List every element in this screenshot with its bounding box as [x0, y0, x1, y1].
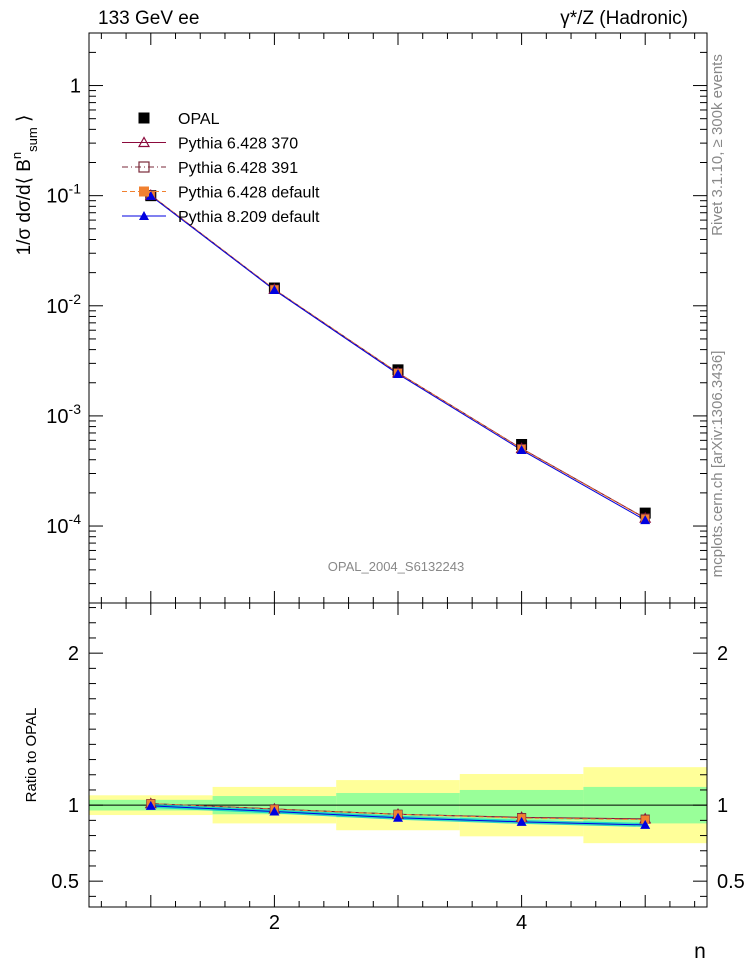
chart-annotations: OPAL_2004_S6132243 Rivet 3.1.10, ≥ 300k e…: [328, 54, 726, 577]
ratio-point: [640, 819, 651, 829]
rivet-label: Rivet 3.1.10, ≥ 300k events: [709, 54, 726, 236]
ratio-y-tick-label: 2: [68, 643, 79, 665]
x-tick-label: 2: [269, 912, 280, 934]
ratio-y-tick-label-right: 1: [717, 795, 728, 817]
ratio-y-tick-label-right: 0.5: [717, 871, 745, 893]
ratio-point: [641, 815, 650, 824]
ratio-y-axis-label: Ratio to OPAL: [23, 708, 40, 803]
data-point: [516, 445, 527, 455]
header-right: γ*/Z (Hadronic): [560, 8, 688, 29]
legend-marker: [138, 161, 150, 173]
legend-label: Pythia 6.428 391: [178, 160, 298, 177]
ratio-point: [393, 812, 403, 822]
header-left: 133 GeV ee: [98, 8, 200, 29]
data-point: [393, 369, 403, 379]
ratio-point: [269, 806, 280, 816]
legend-label: Pythia 6.428 default: [178, 185, 320, 202]
legend-marker: [137, 136, 151, 148]
mcplots-label: mcplots.cern.ch [arXiv:1306.3436]: [709, 351, 726, 578]
x-axis-label: n: [694, 940, 706, 963]
y-tick-label: 10-3: [46, 401, 81, 428]
legend-marker: [138, 112, 150, 124]
ratio-point: [516, 816, 527, 826]
ratio-frame: [88, 602, 708, 908]
y-tick-label: 10-1: [46, 181, 81, 208]
legend-label: OPAL: [178, 111, 220, 128]
ratio-y-tick-label-right: 2: [717, 643, 728, 665]
ratio-panel: 0.5 0.5 1 1 2 2 2 4 Ratio to OPAL n: [23, 602, 745, 963]
y-tick-label: 10-2: [46, 291, 81, 318]
legend-label: Pythia 8.209 default: [178, 209, 320, 226]
legend-marker: [139, 186, 149, 197]
ratio-y-tick-label: 1: [68, 795, 79, 817]
main-panel: 1 10-1 10-2 10-3 10-4 OPAL Pythia 6.428 370 Pyt…: [9, 32, 708, 604]
x-tick-label: 4: [516, 912, 527, 934]
data-point: [145, 190, 156, 200]
series-line: [150, 194, 646, 519]
ratio-y-tick-label: 0.5: [51, 871, 79, 893]
ratio-point: [145, 800, 156, 810]
data-point: [269, 285, 280, 295]
legend-marker: [139, 211, 149, 220]
ratio-line: [150, 803, 646, 821]
analysis-id: OPAL_2004_S6132243: [328, 559, 464, 574]
series-line: [150, 194, 646, 519]
y-tick-label: 10-4: [46, 511, 81, 538]
series-line: [150, 194, 646, 519]
data-point: [640, 515, 651, 525]
main-y-axis-label: 1/σ dσ/d⟨ Bnsum ⟩: [9, 115, 40, 256]
legend-label: Pythia 6.428 370: [178, 136, 298, 153]
series-line: [150, 195, 646, 521]
y-tick-label: 1: [70, 76, 81, 98]
